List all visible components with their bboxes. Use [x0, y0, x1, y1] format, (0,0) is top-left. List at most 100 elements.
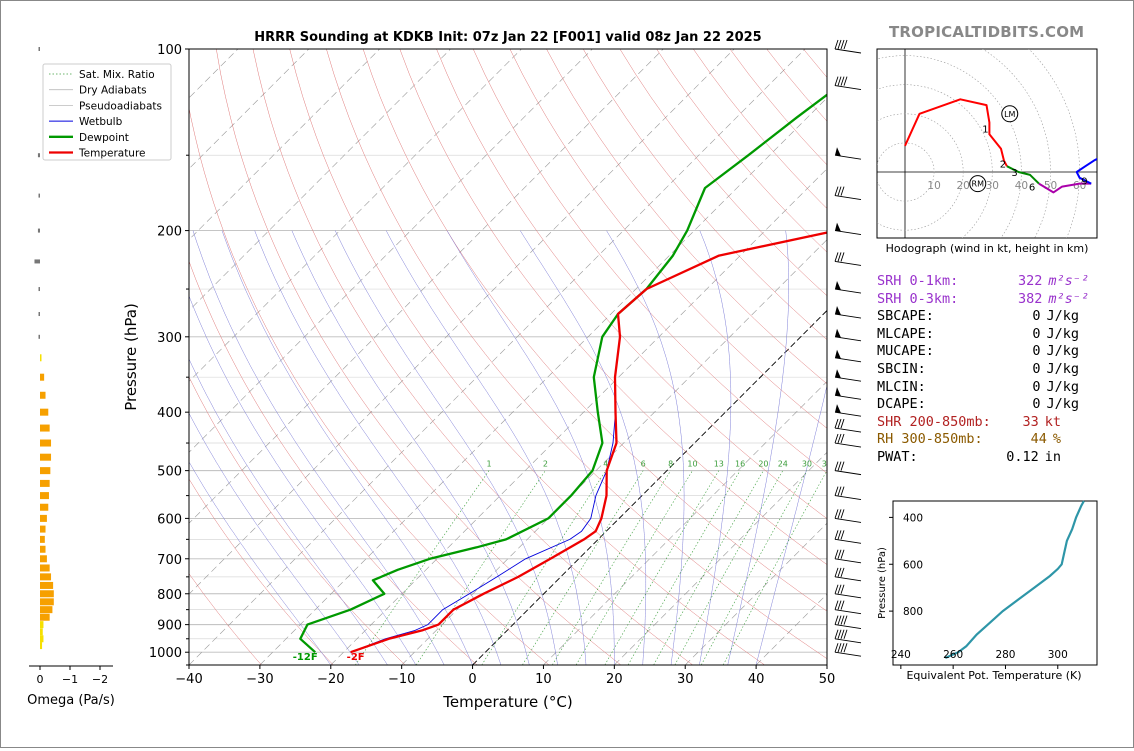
index-unit: J/kg [1046, 378, 1079, 395]
legend-entry: Dry Adiabats [79, 85, 147, 97]
y-tick-label: 900 [157, 619, 182, 634]
wind-barb [834, 369, 862, 382]
omega-bar [40, 642, 43, 650]
index-unit: % [1052, 431, 1061, 448]
omega-bar [40, 635, 44, 643]
hodograph-ring [877, 113, 964, 231]
theta-e-y-tick-label: 400 [903, 512, 923, 524]
dewpoint-line [299, 93, 827, 654]
omega-bar [40, 621, 44, 629]
index-row: SBCIN: 0 J/kg [877, 361, 1097, 379]
omega-bar [38, 287, 40, 292]
mixing-ratio-label: 16 [735, 460, 745, 469]
omega-bar [34, 259, 40, 264]
wind-barb [834, 418, 862, 433]
mixing-ratio-label: 8 [668, 460, 673, 469]
legend-box [42, 63, 172, 161]
wind-barb [834, 147, 862, 160]
omega-bar [40, 492, 49, 500]
index-row: PWAT: 0.12 in [877, 449, 1097, 467]
hodograph-segment [1006, 165, 1040, 185]
index-value: 0.12 in [1006, 449, 1097, 467]
index-number: 382 [1017, 290, 1043, 307]
index-label: SHR 200-850mb: [877, 413, 991, 430]
theta-e-x-tick-label: 300 [1048, 649, 1068, 661]
index-number: 33 [1022, 413, 1039, 430]
wind-barb [834, 530, 862, 544]
mixing-ratio-line [415, 470, 546, 665]
legend-entry: Wetbulb [79, 116, 123, 128]
isotherm-line [330, 168, 827, 665]
hodograph-ring [877, 142, 935, 202]
theta-e-y-tick-label: 800 [903, 606, 923, 618]
mixing-ratio-label: 10 [687, 460, 697, 469]
omega-bar [40, 514, 47, 522]
hodograph-ring [1028, 49, 1080, 238]
isotherm-line [189, 49, 593, 453]
moist-adiabat [606, 230, 685, 665]
index-label: MLCAPE: [877, 325, 934, 342]
index-row: SBCAPE: 0 J/kg [877, 308, 1097, 326]
index-number: 0 [1032, 343, 1041, 360]
omega-bar [40, 613, 50, 621]
dry-adiabat [362, 49, 827, 612]
hodograph-height-label: 1 [982, 124, 988, 135]
index-number: 44 [1030, 431, 1047, 448]
omega-bar [38, 193, 40, 198]
y-tick-label: 800 [157, 588, 182, 603]
theta-e-frame [892, 500, 1098, 666]
moist-adiabat [189, 358, 388, 665]
mixing-ratio-label: 30 [802, 460, 812, 469]
storm-motion-marker [969, 175, 987, 193]
wind-barb [834, 509, 862, 523]
hodograph-ring-label: 40 [1015, 180, 1028, 192]
isotherm-line [189, 49, 522, 382]
index-unit: kt [1044, 413, 1061, 430]
moist-adiabat [385, 230, 587, 665]
dry-adiabat [189, 260, 478, 665]
index-number: 322 [1017, 273, 1043, 289]
isotherm-line [189, 49, 735, 595]
omega-bar [40, 628, 43, 636]
index-row: DCAPE: 0 J/kg [877, 396, 1097, 414]
mixing-ratio-line [627, 470, 741, 665]
dry-adiabat [252, 49, 693, 665]
wind-barb [834, 328, 862, 342]
moist-adiabat [446, 230, 615, 665]
y-tick-label: 100 [157, 43, 182, 58]
skewt-ticks: −40 −30 −20 −10 0 10 20 30 40 50 100 200 300 400 500 60… [149, 43, 835, 687]
hodograph-label: Hodograph (wind in kt, height in km) [886, 242, 1089, 255]
theta-e-panel: 240 260 280 300 400 600 800 [889, 500, 1098, 669]
mixing-ratio-line [701, 470, 808, 665]
y-tick-label: 400 [157, 406, 182, 421]
legend-entry: Pseudoadiabats [79, 100, 162, 112]
index-row: SRH 0-1km: 322 m²s⁻² [877, 273, 1097, 291]
legend-entry: Sat. Mix. Ratio [79, 69, 155, 81]
y-tick-label: 1000 [149, 646, 182, 661]
index-number: 0 [1032, 325, 1041, 342]
x-tick-label: 0 [468, 672, 476, 687]
hodograph-segment [1075, 157, 1097, 185]
brand-watermark: TROPICALTIDBITS.COM [889, 23, 1085, 41]
index-value: 44% [1031, 431, 1097, 449]
wind-barb [834, 281, 862, 294]
omega-bar [40, 354, 42, 362]
omega-bar [40, 535, 45, 543]
isotherm-line [189, 49, 664, 524]
hodograph-ring [982, 49, 1051, 238]
wind-barb [834, 404, 862, 417]
omega-bar [38, 47, 40, 51]
index-unit: J/kg [1046, 325, 1079, 342]
omega-tick-label: 0 [37, 673, 44, 686]
skewt-title: HRRR Sounding at KDKB Init: 07z Jan 22 [… [254, 30, 761, 45]
moist-adiabat [291, 230, 530, 665]
theta-e-x-tick-label: 280 [995, 649, 1015, 661]
omega-bar [40, 555, 47, 563]
omega-bar [40, 467, 51, 475]
mixing-ratio-line [604, 470, 720, 665]
hodograph-segment [904, 98, 1008, 167]
index-row: SHR 200-850mb: 33 kt [877, 414, 1097, 432]
isotherm-line [189, 49, 806, 665]
index-unit: m²s⁻² [1048, 273, 1089, 289]
